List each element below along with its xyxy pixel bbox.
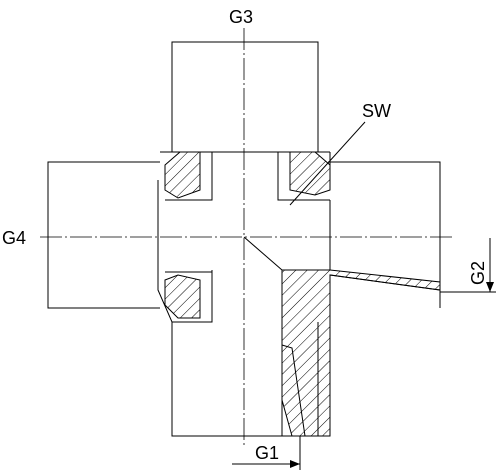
cut-inner-thread-bottom xyxy=(281,344,306,437)
upper-right-seal-section xyxy=(289,151,331,196)
g1-arrowhead xyxy=(290,460,300,468)
label-g3: G3 xyxy=(229,7,253,27)
top-arm-outline xyxy=(171,41,319,152)
label-sw: SW xyxy=(362,101,391,121)
label-g4: G4 xyxy=(2,228,26,248)
left-arm-outline xyxy=(47,161,160,309)
body-outline xyxy=(157,180,213,323)
flow-diagonal xyxy=(243,236,283,271)
right-arm-outline xyxy=(328,161,441,308)
cut-inner-thread-right xyxy=(329,274,441,291)
label-g2: G2 xyxy=(468,261,488,285)
upper-left-seal-section xyxy=(164,151,201,199)
cut-section-hatched xyxy=(281,269,441,437)
inner-bore-upper-right xyxy=(277,152,330,201)
inner-bore-upper-left xyxy=(165,152,213,201)
g2-arrowhead xyxy=(486,282,494,292)
label-g1: G1 xyxy=(255,443,279,463)
sw-leader-line xyxy=(289,121,366,206)
lower-left-seal-section xyxy=(164,274,201,319)
